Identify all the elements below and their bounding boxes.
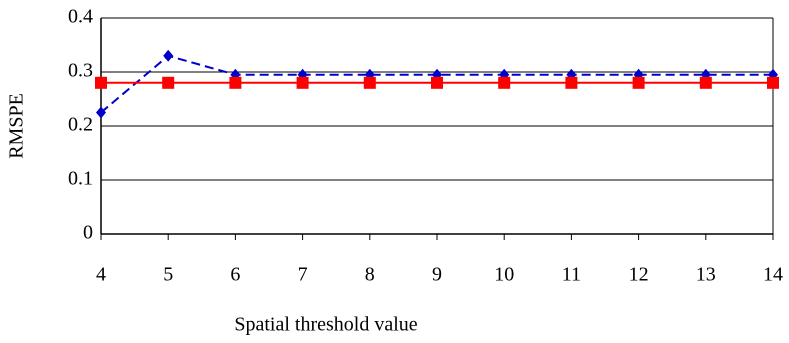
- y-tick-label: 0.1: [68, 168, 93, 190]
- x-tick-label: 11: [562, 264, 581, 286]
- point: [297, 77, 309, 89]
- x-tick-label: 7: [298, 264, 308, 286]
- x-tick-label: 4: [96, 264, 106, 286]
- point: [767, 77, 779, 89]
- x-tick-label: 12: [629, 264, 649, 286]
- x-tick-label: 14: [763, 264, 783, 286]
- point: [229, 77, 241, 89]
- point: [565, 77, 577, 89]
- point: [700, 77, 712, 89]
- x-tick-label: 6: [230, 264, 240, 286]
- x-tick-label: 5: [163, 264, 173, 286]
- point: [498, 77, 510, 89]
- x-tick-label: 9: [432, 264, 442, 286]
- point: [431, 77, 443, 89]
- point: [633, 77, 645, 89]
- point: [163, 50, 173, 62]
- x-axis-label: Spatial threshold value: [234, 314, 417, 336]
- y-tick-label: 0: [83, 222, 93, 244]
- point: [95, 77, 107, 89]
- chart: Spatial threshold value RMSPE 0 0.1 0.2 0.3…: [0, 0, 789, 343]
- y-axis-label: RMSPE: [6, 93, 28, 159]
- x-tick-label: 10: [494, 264, 514, 286]
- y-tick-label: 0.3: [68, 60, 93, 82]
- point: [364, 77, 376, 89]
- point: [162, 77, 174, 89]
- y-tick-label: 0.4: [68, 6, 93, 28]
- page: Spatial threshold value RMSPE 0 0.1 0.2 0.3…: [0, 0, 789, 343]
- x-tick-label: 8: [365, 264, 375, 286]
- y-tick-label: 0.2: [68, 114, 93, 136]
- x-tick-label: 13: [696, 264, 716, 286]
